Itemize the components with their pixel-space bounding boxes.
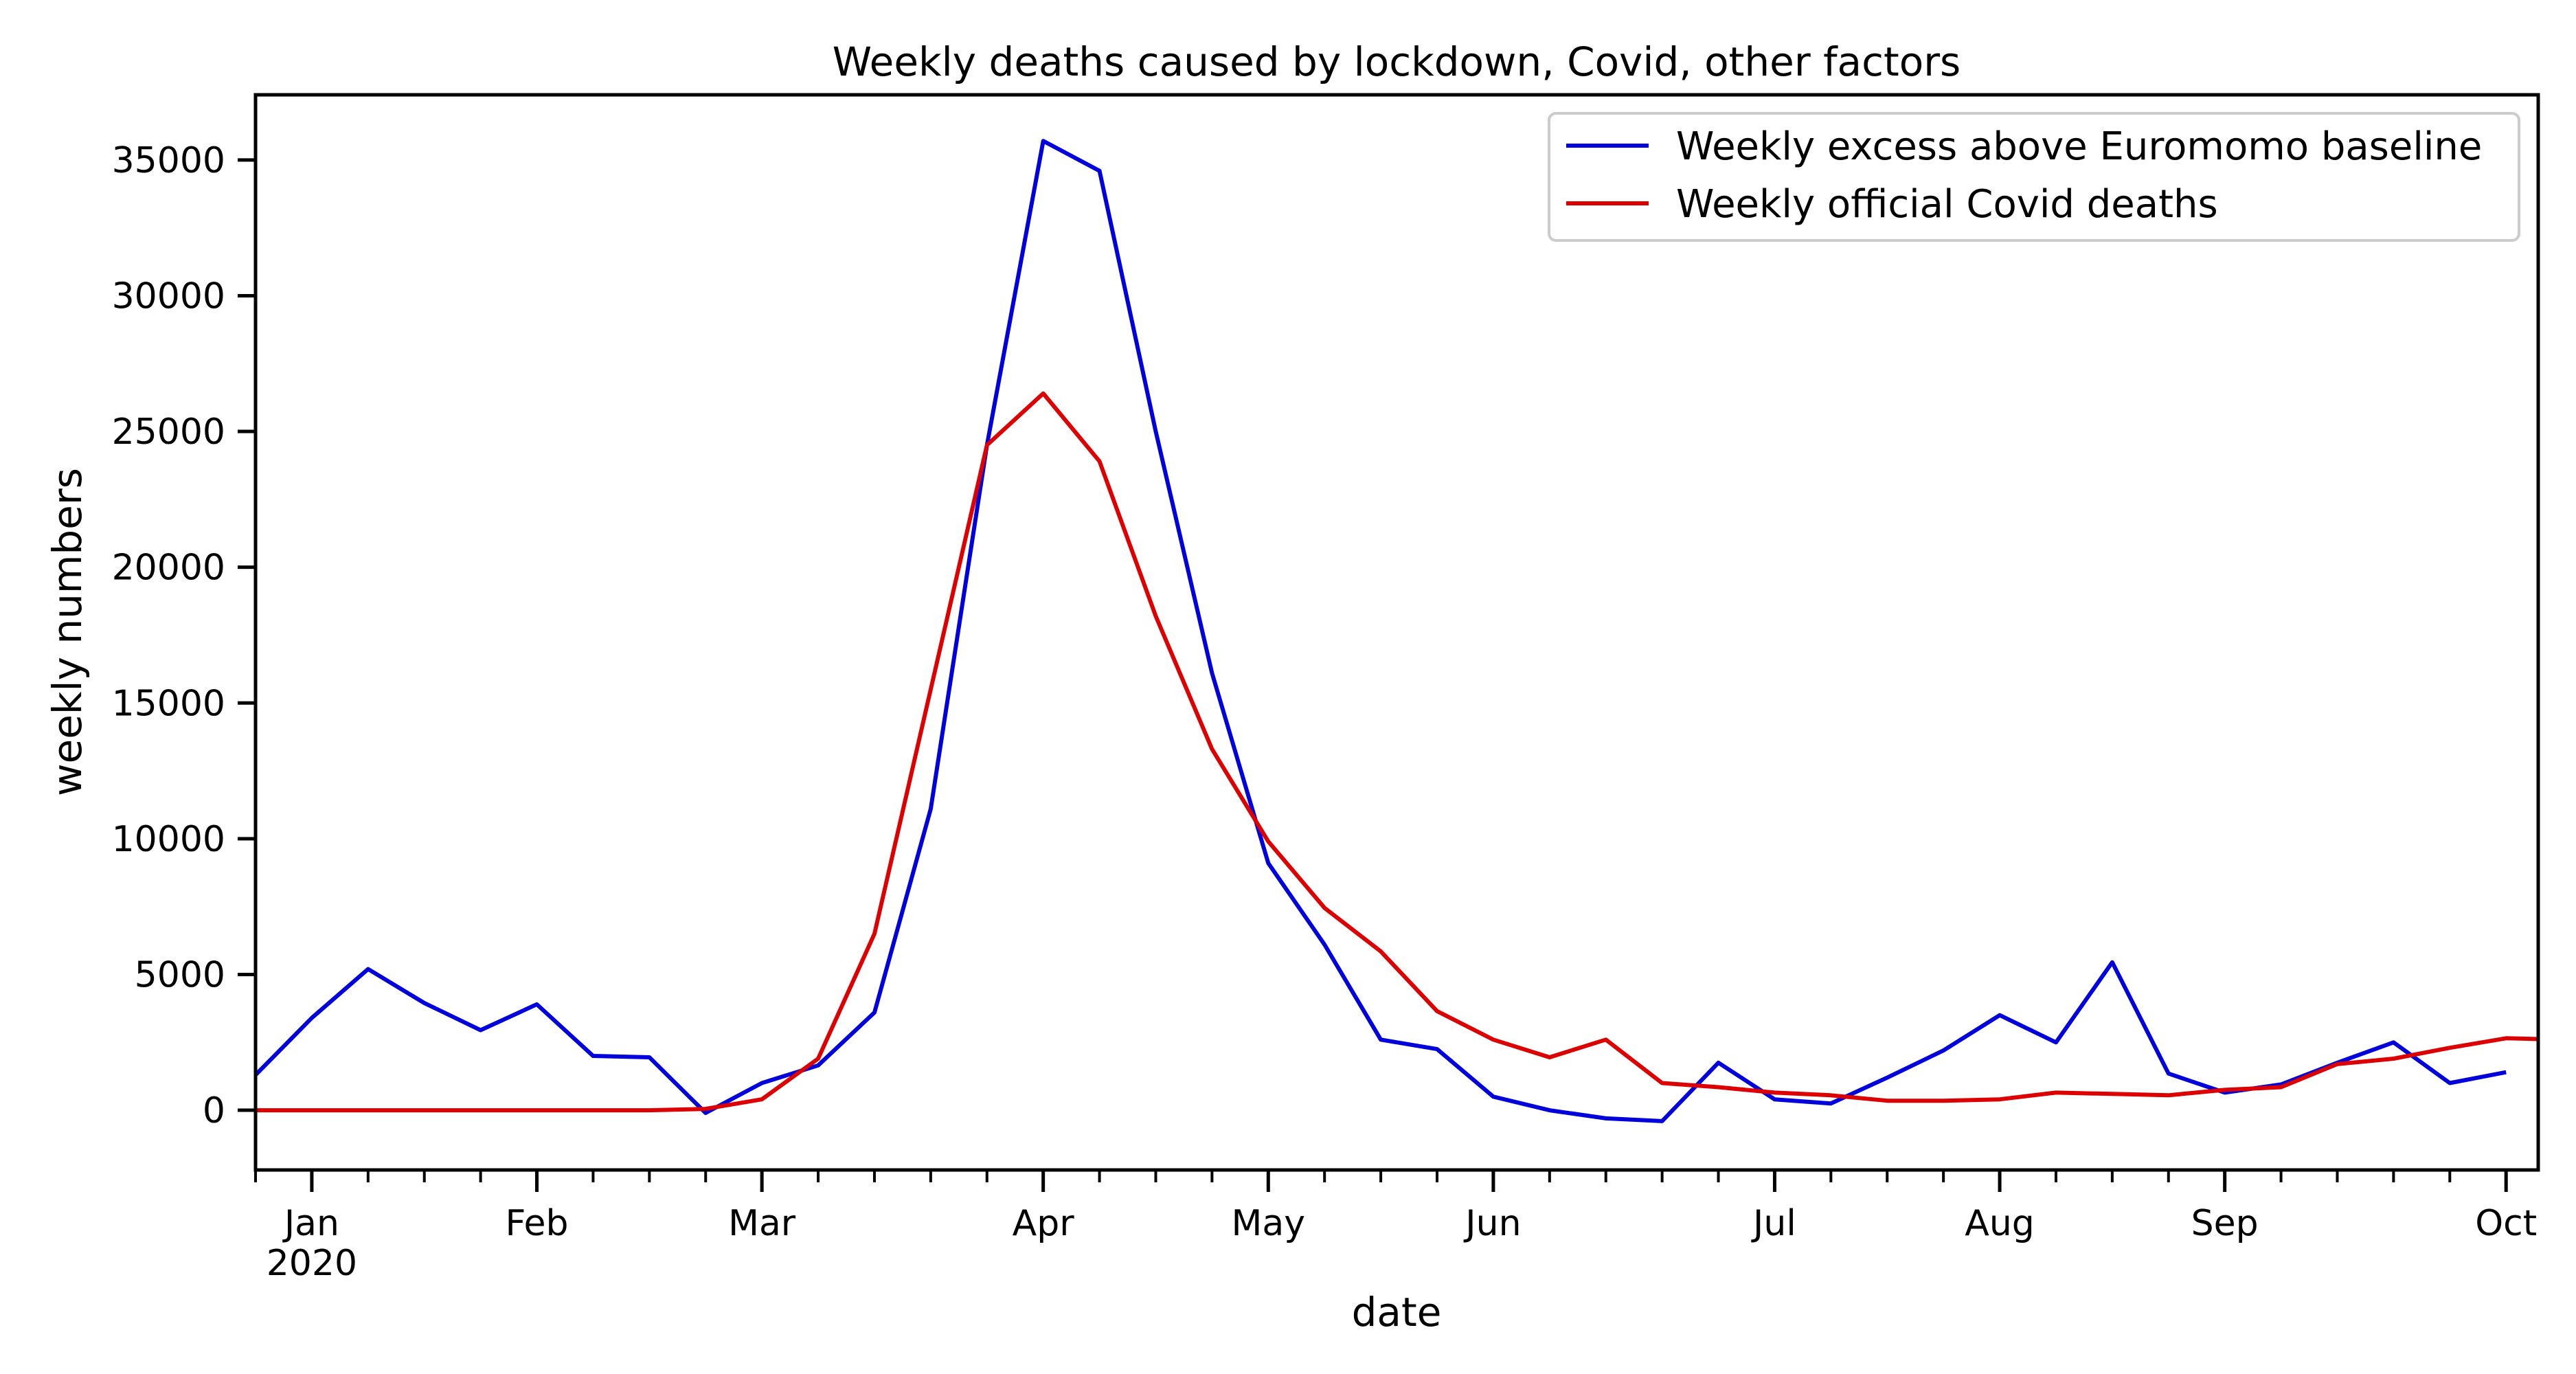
x-axis-label: date bbox=[1352, 1289, 1442, 1336]
x-tick-label: Mar bbox=[728, 1203, 796, 1244]
x-tick-label: Feb bbox=[505, 1203, 568, 1244]
plot-area bbox=[256, 139, 2538, 1123]
y-axis: 0 5000 10000 15000 20000 25000 30000 35000 bbox=[112, 140, 256, 1131]
y-tick-label: 5000 bbox=[135, 954, 225, 995]
legend-label-covid: Weekly official Covid deaths bbox=[1676, 182, 2218, 227]
x-tick-sublabel: 2020 bbox=[267, 1243, 357, 1284]
y-tick-label: 25000 bbox=[112, 412, 225, 453]
series-line-1 bbox=[256, 391, 2538, 1113]
x-tick-label: Sep bbox=[2191, 1203, 2259, 1244]
x-tick-label: Aug bbox=[1965, 1203, 2035, 1244]
x-tick-label: Jun bbox=[1463, 1203, 1521, 1244]
x-tick-label: May bbox=[1232, 1203, 1306, 1244]
x-tick-label: Jan bbox=[282, 1203, 339, 1244]
legend: Weekly excess above Euromomo baseline We… bbox=[1548, 112, 2520, 242]
y-tick-label: 20000 bbox=[112, 548, 225, 589]
x-tick-label: Oct bbox=[2475, 1203, 2537, 1244]
plot-frame bbox=[253, 93, 2540, 1172]
legend-box bbox=[1548, 112, 2520, 242]
y-axis-label: weekly numbers bbox=[44, 468, 91, 796]
series-line-0 bbox=[256, 139, 2507, 1123]
x-tick-label: Apr bbox=[1013, 1203, 1075, 1244]
x-tick-label: Jul bbox=[1751, 1203, 1796, 1244]
y-tick-label: 0 bbox=[203, 1090, 225, 1131]
y-tick-label: 10000 bbox=[112, 819, 225, 860]
y-tick-label: 15000 bbox=[112, 683, 225, 724]
chart-title: Weekly deaths caused by lockdown, Covid,… bbox=[833, 38, 1961, 85]
legend-label-excess: Weekly excess above Euromomo baseline bbox=[1676, 124, 2482, 169]
y-tick-label: 30000 bbox=[112, 275, 225, 317]
y-tick-label: 35000 bbox=[112, 140, 225, 181]
